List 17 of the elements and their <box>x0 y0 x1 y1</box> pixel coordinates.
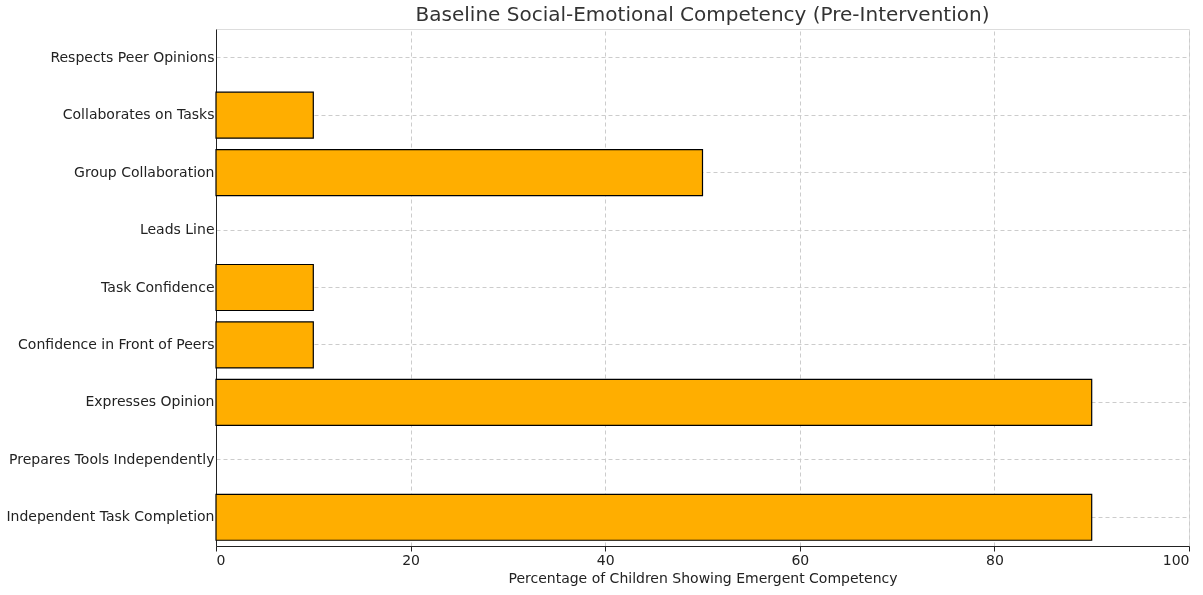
y-tick-label: Respects Peer Opinions <box>50 48 215 65</box>
y-tick-label: Leads Line <box>139 221 215 238</box>
x-tick-label: 20 <box>402 551 421 568</box>
y-tick-label: Prepares Tools Independently <box>9 450 215 467</box>
y-tick-label: Collaborates on Tasks <box>62 106 215 123</box>
y-tick-label: Group Collaboration <box>74 163 215 180</box>
x-tick-label: 100 <box>1162 551 1190 568</box>
x-tick-label: 40 <box>596 551 615 568</box>
y-tick-label: Confidence in Front of Peers <box>18 335 215 352</box>
chart-title: Baseline Social-Emotional Competency (Pre-Intervention) <box>415 2 990 26</box>
x-tick-label: 60 <box>791 551 810 568</box>
x-axis-title: Percentage of Children Showing Emergent Competency <box>508 569 898 586</box>
y-tick-label: Task Confidence <box>100 278 215 295</box>
y-tick-label: Expresses Opinion <box>85 393 215 410</box>
x-tick-label: 80 <box>985 551 1004 568</box>
y-tick-label: Independent Task Completion <box>6 508 215 525</box>
x-tick-label: 0 <box>216 551 226 568</box>
